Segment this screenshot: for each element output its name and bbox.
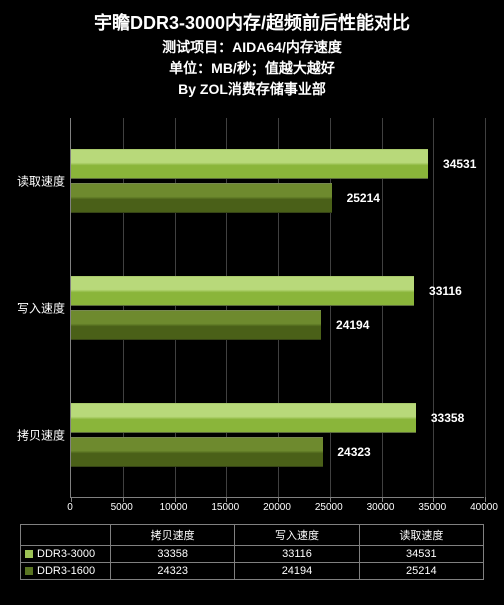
x-tick-label: 5000	[111, 502, 133, 513]
chart-header: 宇瞻DDR3-3000内存/超频前后性能对比 测试项目：AIDA64/内存速度 …	[0, 0, 504, 100]
x-tick-label: 10000	[160, 502, 188, 513]
table-header-cell	[21, 525, 111, 546]
bar: 24323	[71, 437, 323, 467]
bar-value-label: 24194	[336, 318, 369, 332]
table-row: DDR3-3000333583311634531	[21, 546, 484, 563]
table-header-cell: 拷贝速度	[111, 525, 235, 546]
chart-title: 宇瞻DDR3-3000内存/超频前后性能对比	[0, 10, 504, 37]
x-tick-label: 25000	[315, 502, 343, 513]
legend-swatch-icon	[25, 567, 33, 575]
bar-value-label: 33116	[429, 284, 462, 298]
table-header-row: 拷贝速度写入速度读取速度	[21, 525, 484, 546]
category-label: 拷贝速度	[9, 426, 65, 443]
chart-subtitle-1: 测试项目：AIDA64/内存速度	[0, 37, 504, 58]
bar: 33358	[71, 403, 416, 433]
x-tick-label: 20000	[263, 502, 291, 513]
bar-value-label: 34531	[443, 157, 476, 171]
category-group: 读取速度3453125214	[71, 118, 484, 245]
category-group: 拷贝速度3335824323	[71, 371, 484, 498]
table-cell: 33116	[235, 546, 359, 563]
data-table: 拷贝速度写入速度读取速度DDR3-3000333583311634531DDR3…	[20, 524, 484, 580]
bar-value-label: 24323	[337, 445, 370, 459]
x-tick-label: 40000	[470, 502, 498, 513]
x-tick-label: 15000	[211, 502, 239, 513]
legend-swatch-icon	[25, 550, 33, 558]
x-tick-label: 0	[67, 502, 73, 513]
table-header-cell: 读取速度	[359, 525, 483, 546]
x-tick-label: 35000	[418, 502, 446, 513]
table-row-label: DDR3-1600	[21, 563, 111, 580]
chart-subtitle-3: By ZOL消费存储事业部	[0, 79, 504, 100]
x-tick-label: 30000	[367, 502, 395, 513]
category-group: 写入速度3311624194	[71, 245, 484, 372]
chart-subtitle-2: 单位：MB/秒；值越大越好	[0, 58, 504, 79]
bar: 34531	[71, 149, 428, 179]
bar: 25214	[71, 183, 332, 213]
table-row: DDR3-1600243232419425214	[21, 563, 484, 580]
bar-value-label: 33358	[431, 411, 464, 425]
gridline	[485, 118, 486, 497]
chart-x-axis: 0500010000150002000025000300003500040000	[70, 498, 484, 518]
bar: 33116	[71, 276, 414, 306]
chart-plot-area: 读取速度3453125214写入速度3311624194拷贝速度33358243…	[70, 118, 484, 498]
table-header-cell: 写入速度	[235, 525, 359, 546]
table-cell: 34531	[359, 546, 483, 563]
category-label: 写入速度	[9, 299, 65, 316]
table-cell: 33358	[111, 546, 235, 563]
table-cell: 24323	[111, 563, 235, 580]
bar: 24194	[71, 310, 321, 340]
table-cell: 24194	[235, 563, 359, 580]
table-cell: 25214	[359, 563, 483, 580]
table-row-label: DDR3-3000	[21, 546, 111, 563]
category-label: 读取速度	[9, 173, 65, 190]
bar-value-label: 25214	[347, 191, 380, 205]
